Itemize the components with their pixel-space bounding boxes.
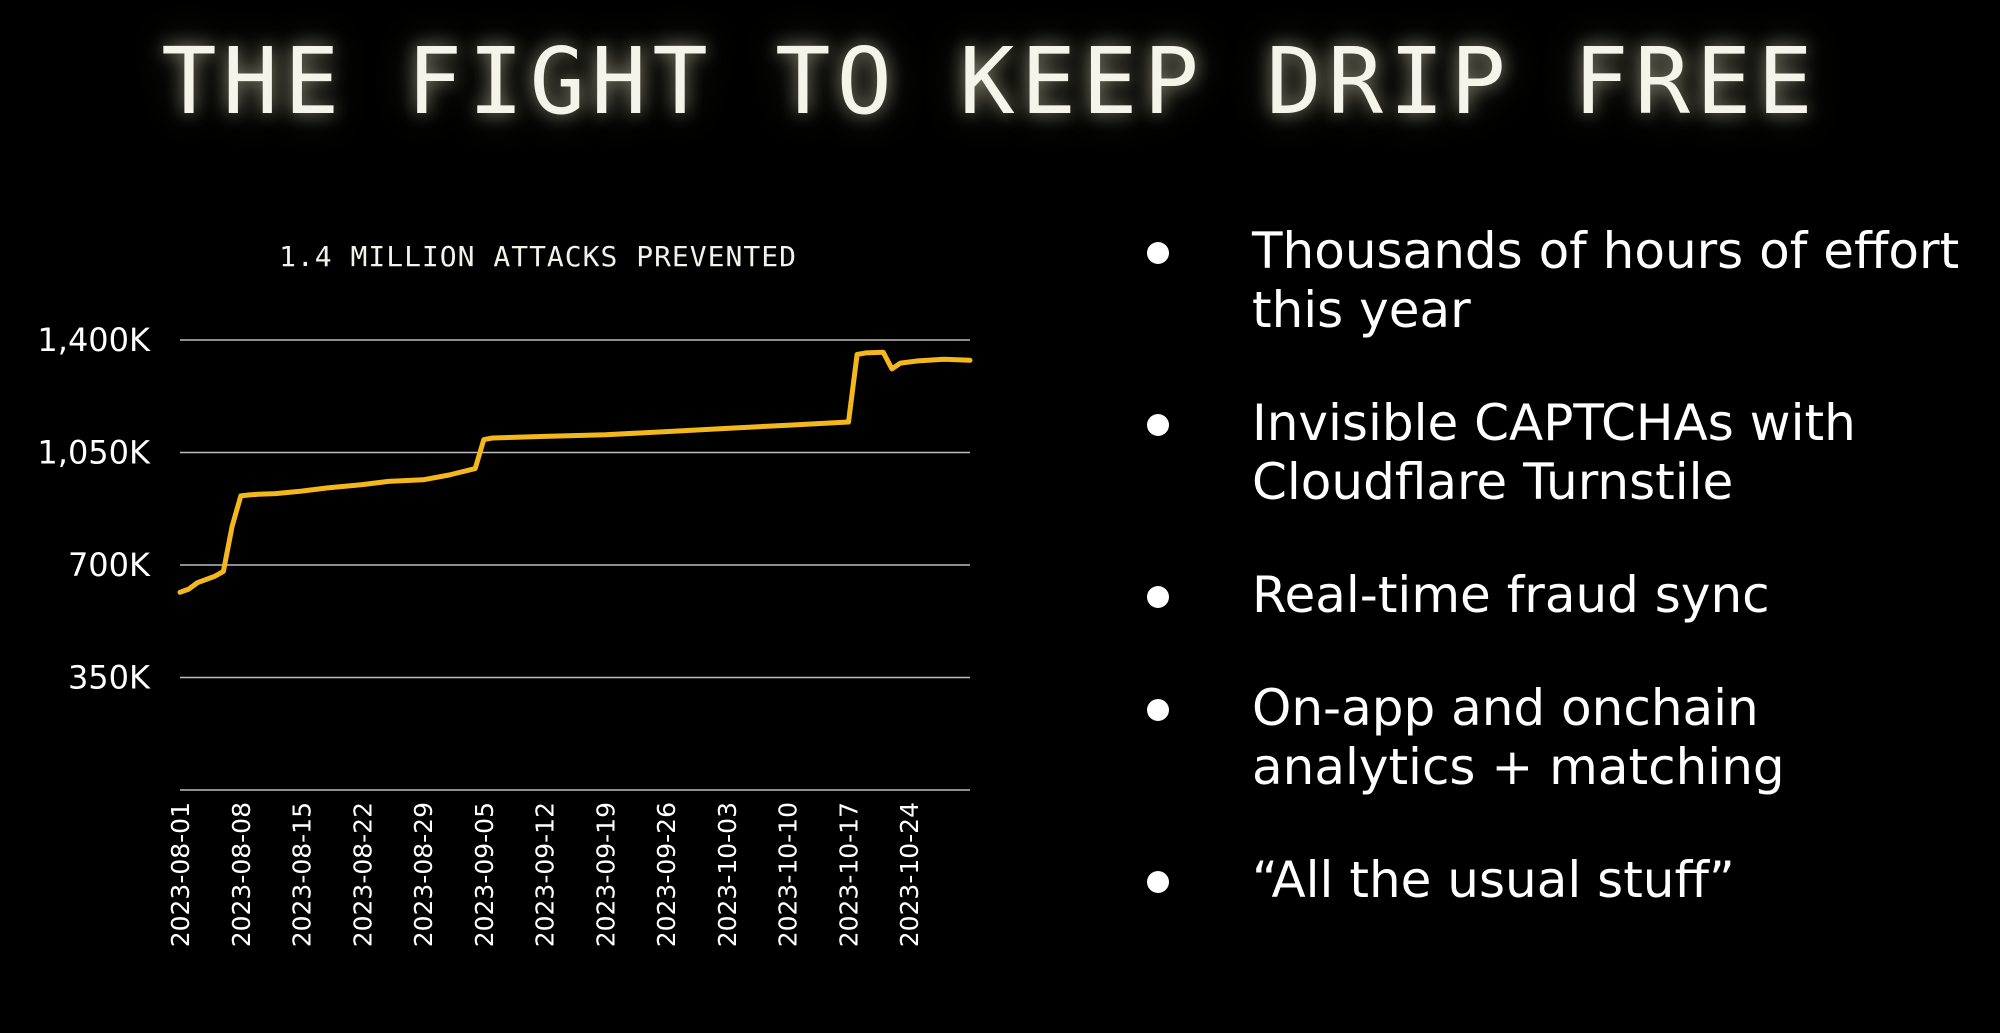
- x-tick-label: 2023-08-01: [166, 802, 195, 947]
- y-axis-ticks: 350K 700K 1,050K 1,400K: [37, 321, 151, 697]
- y-tick-label: 1,400K: [37, 321, 151, 359]
- x-tick-label: 2023-10-03: [713, 802, 742, 947]
- chart-title: 1.4 MILLION ATTACKS PREVENTED: [279, 240, 797, 273]
- bullet-dot-icon: [1147, 242, 1169, 264]
- slide-title: THE FIGHT TO KEEP DRIP FREE: [161, 28, 1819, 135]
- x-tick-label: 2023-10-10: [774, 802, 803, 947]
- bullet-item: Invisible CAPTCHAs with Cloudflare Turns…: [1140, 394, 1980, 512]
- attacks-line-chart: 1.4 MILLION ATTACKS PREVENTED 350K 700K 1,…: [37, 240, 973, 947]
- x-tick-label: 2023-10-17: [834, 802, 863, 947]
- x-tick-label: 2023-09-05: [470, 802, 499, 947]
- x-tick-label: 2023-08-22: [348, 802, 377, 947]
- x-axis-ticks: 2023-08-01 2023-08-08 2023-08-15 2023-08-22…: [166, 802, 924, 947]
- bullet-dot-icon: [1147, 699, 1169, 721]
- x-tick-label: 2023-10-24: [895, 802, 924, 947]
- bullet-list: Thousands of hours of effort this year I…: [1140, 222, 1980, 964]
- y-tick-label: 1,050K: [37, 434, 151, 472]
- x-tick-label: 2023-09-19: [591, 802, 620, 947]
- bullet-text: Real-time fraud sync: [1252, 566, 1770, 624]
- bullet-dot-icon: [1147, 586, 1169, 608]
- x-tick-label: 2023-09-12: [531, 802, 560, 947]
- series-group: [177, 349, 973, 595]
- x-tick-label: 2023-08-08: [227, 802, 256, 947]
- bullet-item: “All the usual stuff”: [1140, 851, 1980, 910]
- y-tick-label: 350K: [68, 659, 151, 697]
- bullet-text: On-app and onchain analytics + matching: [1252, 679, 1785, 796]
- series-line: [177, 349, 973, 595]
- x-tick-label: 2023-09-26: [652, 802, 681, 947]
- bullet-text: “All the usual stuff”: [1252, 851, 1735, 909]
- bullet-dot-icon: [1147, 871, 1169, 893]
- bullet-item: On-app and onchain analytics + matching: [1140, 679, 1980, 797]
- x-tick-label: 2023-08-29: [409, 802, 438, 947]
- grid-lines: [180, 339, 970, 791]
- x-tick-label: 2023-08-15: [288, 802, 317, 947]
- y-tick-label: 700K: [68, 546, 151, 584]
- bullet-item: Thousands of hours of effort this year: [1140, 222, 1980, 340]
- bullet-item: Real-time fraud sync: [1140, 566, 1980, 625]
- bullet-text: Invisible CAPTCHAs with Cloudflare Turns…: [1252, 394, 1856, 511]
- bullet-text: Thousands of hours of effort this year: [1252, 222, 1960, 339]
- bullet-dot-icon: [1147, 414, 1169, 436]
